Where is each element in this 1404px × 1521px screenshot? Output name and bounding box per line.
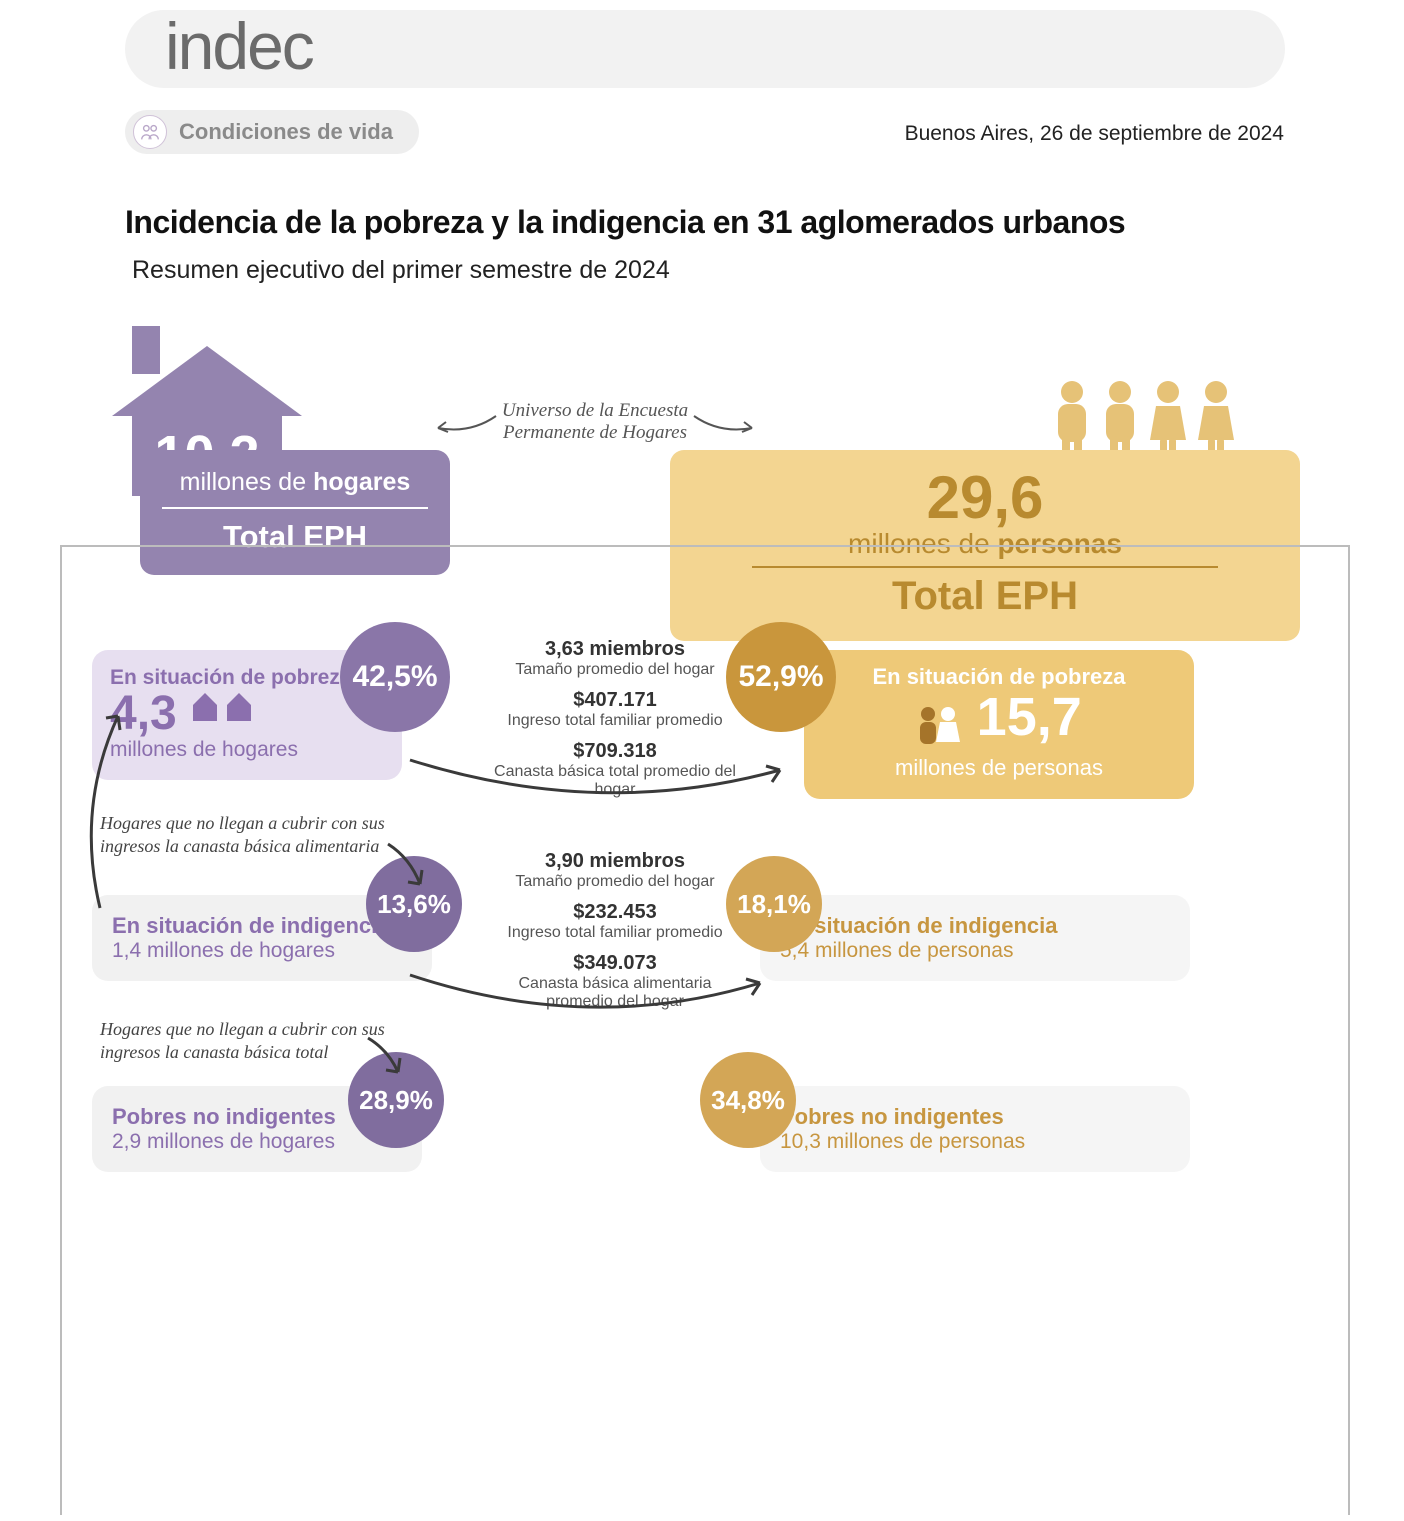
people-icon xyxy=(133,115,167,149)
metric-miembros-label: Tamaño promedio del hogar xyxy=(490,873,740,891)
category-pill: Condiciones de vida xyxy=(125,110,419,154)
mini-house-icon xyxy=(191,691,255,728)
page-subtitle: Resumen ejecutivo del primer semestre de… xyxy=(132,256,670,285)
note-pni: Hogares que no llegan a cubrir con sus i… xyxy=(100,1018,400,1063)
center-note: Universo de la Encuesta Permanente de Ho… xyxy=(485,400,705,444)
metric-canasta-label: Canasta básica alimentaria promedio del … xyxy=(490,975,740,1011)
hogares-line1-pre: millones de xyxy=(180,468,313,496)
hogares-line1-bold: hogares xyxy=(313,468,410,496)
personas-indigencia-pct: 18,1% xyxy=(726,856,822,952)
personas-pni-sub: 10,3 millones de personas xyxy=(780,1130,1170,1154)
personas-indigencia-title: En situación de indigencia xyxy=(780,913,1170,939)
personas-pni-card: Pobres no indigentes 10,3 millones de pe… xyxy=(760,1086,1190,1172)
metric-ingreso: $232.453 xyxy=(490,901,740,924)
personas-pobreza-value: 15,7 xyxy=(977,687,1082,747)
personas-indigencia-card: En situación de indigencia 5,4 millones … xyxy=(760,895,1190,981)
metric-canasta-label: Canasta básica total promedio del hogar xyxy=(490,763,740,799)
page-title: Incidencia de la pobreza y la indigencia… xyxy=(125,204,1125,241)
hogares-pobreza-value: 4,3 xyxy=(110,690,177,738)
hogares-pobreza-sub: millones de hogares xyxy=(110,738,384,762)
metric-ingreso-label: Ingreso total familiar promedio xyxy=(490,924,740,942)
dateline: Buenos Aires, 26 de septiembre de 2024 xyxy=(905,122,1284,146)
logo: indec xyxy=(165,8,313,84)
personas-value: 29,6 xyxy=(692,468,1278,528)
hogares-pni-sub: 2,9 millones de hogares xyxy=(112,1130,402,1154)
hogares-indigencia-pct: 13,6% xyxy=(366,856,462,952)
personas-pobreza-sub: millones de personas xyxy=(822,755,1176,781)
metric-canasta: $709.318 xyxy=(490,740,740,763)
note-indigencia: Hogares que no llegan a cubrir con sus i… xyxy=(100,812,400,857)
personas-pni-title: Pobres no indigentes xyxy=(780,1104,1170,1130)
metrics-indigencia: 3,90 miembros Tamaño promedio del hogar … xyxy=(490,850,740,1021)
people-icon-group xyxy=(1050,380,1240,458)
personas-indigencia-sub: 5,4 millones de personas xyxy=(780,939,1170,963)
metric-miembros: 3,90 miembros xyxy=(490,850,740,873)
mini-people-icon xyxy=(916,706,962,755)
metrics-pobreza: 3,63 miembros Tamaño promedio del hogar … xyxy=(490,638,740,809)
hogares-pni-pct: 28,9% xyxy=(348,1052,444,1148)
hogares-pobreza-pct: 42,5% xyxy=(340,622,450,732)
personas-pobreza-card: En situación de pobreza 15,7 millones de… xyxy=(804,650,1194,799)
metric-ingreso-label: Ingreso total familiar promedio xyxy=(490,712,740,730)
personas-pni-pct: 34,8% xyxy=(700,1052,796,1148)
category-label: Condiciones de vida xyxy=(179,119,393,145)
metric-canasta: $349.073 xyxy=(490,952,740,975)
metric-miembros-label: Tamaño promedio del hogar xyxy=(490,661,740,679)
metric-ingreso: $407.171 xyxy=(490,689,740,712)
metric-miembros: 3,63 miembros xyxy=(490,638,740,661)
hogares-indigencia-sub: 1,4 millones de hogares xyxy=(112,939,412,963)
personas-pobreza-pct: 52,9% xyxy=(726,622,836,732)
